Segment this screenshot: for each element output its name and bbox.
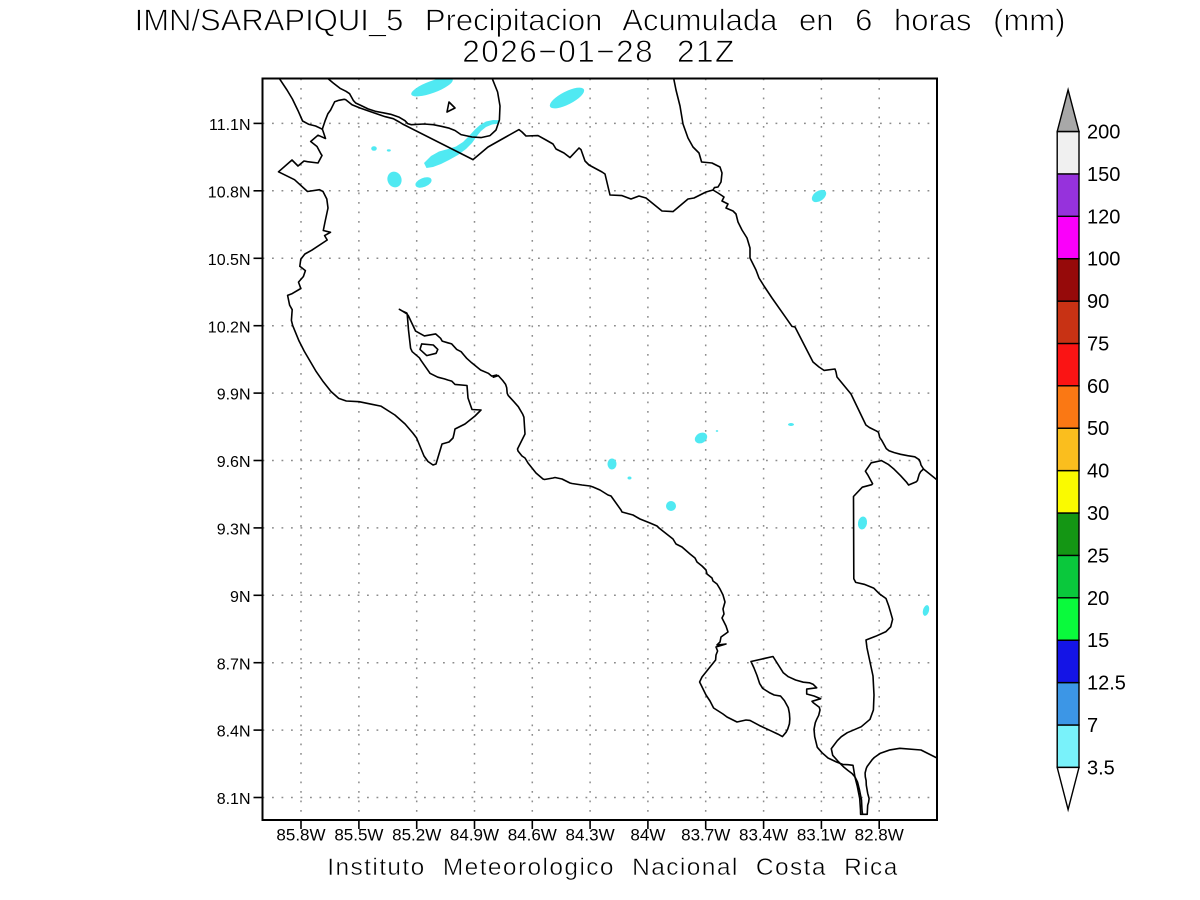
svg-text:9.9N: 9.9N [217, 387, 251, 404]
svg-text:10.2N: 10.2N [208, 319, 251, 336]
svg-text:25: 25 [1087, 545, 1109, 567]
svg-text:3.5: 3.5 [1087, 757, 1115, 779]
svg-text:75: 75 [1087, 333, 1109, 355]
svg-text:85.8W: 85.8W [276, 826, 325, 845]
svg-text:83.7W: 83.7W [681, 826, 730, 845]
svg-text:40: 40 [1087, 461, 1109, 483]
svg-text:10.8N: 10.8N [208, 184, 251, 201]
svg-text:83.1W: 83.1W [797, 826, 846, 845]
svg-text:84.6W: 84.6W [508, 826, 557, 845]
svg-text:85.5W: 85.5W [334, 826, 383, 845]
svg-text:30: 30 [1087, 503, 1109, 525]
svg-text:120: 120 [1087, 206, 1120, 228]
svg-text:11.1N: 11.1N [209, 117, 251, 134]
svg-text:100: 100 [1087, 249, 1120, 271]
svg-text:IMN/SARAPIQUI_5 Precipitacion: IMN/SARAPIQUI_5 Precipitacion Acumulada … [135, 3, 1066, 38]
svg-text:8.7N: 8.7N [217, 656, 251, 673]
svg-text:90: 90 [1087, 291, 1109, 313]
svg-text:7: 7 [1087, 715, 1098, 737]
svg-text:2026−01−28 21Z: 2026−01−28 21Z [462, 33, 735, 69]
svg-text:84W: 84W [630, 826, 665, 845]
svg-text:50: 50 [1087, 418, 1109, 440]
svg-text:150: 150 [1087, 164, 1120, 186]
svg-text:12.5: 12.5 [1087, 673, 1126, 695]
svg-text:84.3W: 84.3W [566, 826, 615, 845]
svg-text:20: 20 [1087, 588, 1109, 610]
svg-text:15: 15 [1087, 630, 1109, 652]
svg-text:82.8W: 82.8W [855, 826, 904, 845]
svg-text:9.3N: 9.3N [217, 522, 251, 539]
svg-text:9N: 9N [230, 589, 250, 606]
svg-text:60: 60 [1087, 376, 1109, 398]
svg-text:83.4W: 83.4W [739, 826, 788, 845]
svg-text:200: 200 [1087, 122, 1120, 144]
svg-text:9.6N: 9.6N [217, 454, 251, 471]
svg-text:8.1N: 8.1N [217, 791, 251, 808]
svg-text:10.5N: 10.5N [208, 252, 251, 269]
svg-text:85.2W: 85.2W [392, 826, 441, 845]
svg-text:84.9W: 84.9W [450, 826, 499, 845]
svg-text:Instituto Meteorologico Nacion: Instituto Meteorologico Nacional Costa R… [327, 854, 898, 881]
svg-text:8.4N: 8.4N [217, 724, 251, 741]
